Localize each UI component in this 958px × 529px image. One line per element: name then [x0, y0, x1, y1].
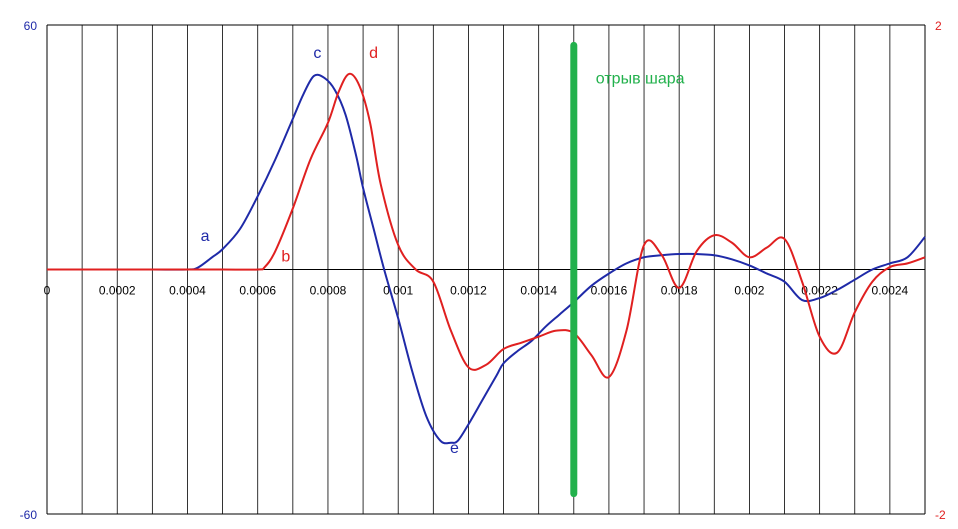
x-tick-label: 0.0006	[239, 284, 276, 298]
marker-label: отрыв шара	[596, 70, 685, 87]
vertical-marker: отрыв шара	[570, 41, 685, 498]
point-label-a: a	[201, 228, 210, 245]
x-tick-label: 0.0012	[450, 284, 487, 298]
x-tick-label: 0.0018	[661, 284, 698, 298]
point-label-b: b	[281, 249, 290, 266]
x-tick-label: 0.0014	[520, 284, 557, 298]
point-label-c: c	[313, 45, 321, 62]
series	[46, 72, 926, 445]
x-tick-label: 0.002	[734, 284, 764, 298]
right-y-tick-label: -2	[935, 508, 946, 522]
point-labels: a b c d e	[201, 45, 459, 457]
x-tick-label: 0.0024	[872, 284, 909, 298]
x-tick-label: 0.0002	[99, 284, 136, 298]
x-tick-labels: 0 0.0002 0.0004 0.0006 0.0008 0.001 0.0012 0.00…	[44, 284, 909, 298]
x-tick-label: 0	[44, 284, 51, 298]
point-label-e: e	[450, 440, 459, 457]
left-y-tick-label: -60	[20, 508, 38, 522]
x-tick-label: 0.0008	[310, 284, 347, 298]
y-tick-labels: 60 -60 2 -2	[20, 19, 946, 522]
series-line-red	[46, 72, 926, 379]
series-line-blue	[46, 73, 926, 445]
x-tick-label: 0.0016	[591, 284, 628, 298]
left-y-tick-label: 60	[24, 19, 38, 33]
x-tick-label: 0.0004	[169, 284, 206, 298]
point-label-d: d	[369, 45, 378, 62]
right-y-tick-label: 2	[935, 19, 942, 33]
